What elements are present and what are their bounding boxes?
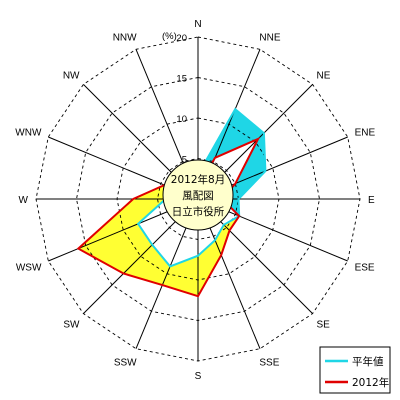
direction-label-ssw: SSW bbox=[114, 358, 137, 369]
direction-label-ene: ENE bbox=[355, 128, 376, 139]
radial-tick-label: 5 bbox=[182, 155, 187, 166]
direction-label-ese: ESE bbox=[355, 262, 375, 273]
direction-label-se: SE bbox=[317, 320, 331, 331]
center-subtitle: 風配図 bbox=[182, 190, 214, 202]
direction-label-e: E bbox=[368, 195, 375, 206]
direction-label-nw: NW bbox=[63, 71, 80, 82]
legend-box bbox=[319, 346, 391, 394]
center-station: 日立市役所 bbox=[172, 205, 225, 218]
label-layer: NNNENEENEEESESESSESSSWSWWSWWWNWNWNNW0510… bbox=[15, 19, 375, 382]
direction-label-nnw: NNW bbox=[113, 32, 137, 43]
direction-label-wnw: WNW bbox=[15, 128, 42, 139]
radial-tick-label: 15 bbox=[176, 74, 187, 85]
center-circle bbox=[162, 159, 234, 231]
direction-label-wsw: WSW bbox=[16, 262, 42, 273]
center-label: 2012年8月 風配図 日立市役所 bbox=[162, 159, 234, 231]
unit-label: (%) bbox=[162, 31, 177, 42]
difference-fill bbox=[197, 239, 222, 298]
legend-label-normal: 平年値 bbox=[352, 355, 384, 368]
radial-tick-label: 10 bbox=[176, 114, 187, 125]
direction-label-nne: NNE bbox=[259, 32, 280, 43]
direction-label-s: S bbox=[195, 371, 202, 382]
radial-tick-label: 20 bbox=[176, 33, 187, 44]
direction-label-w: W bbox=[19, 195, 29, 206]
direction-label-sw: SW bbox=[63, 320, 80, 331]
legend: 平年値 2012年 bbox=[319, 346, 391, 394]
direction-label-n: N bbox=[194, 19, 201, 30]
center-title: 2012年8月 bbox=[171, 173, 225, 186]
direction-label-ne: NE bbox=[317, 71, 331, 82]
direction-label-sse: SSE bbox=[259, 358, 279, 369]
legend-label-2012: 2012年 bbox=[352, 376, 389, 389]
